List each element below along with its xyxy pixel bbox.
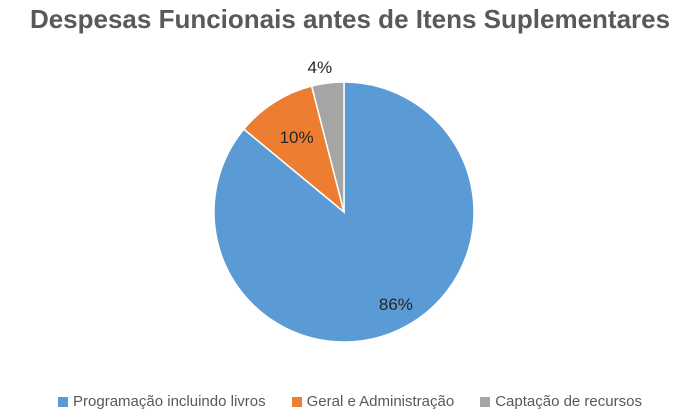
legend-item-programacao: Programação incluindo livros xyxy=(58,393,266,410)
pie-slice-geral xyxy=(242,85,346,215)
legend-item-captacao: Captação de recursos xyxy=(480,393,642,410)
legend-label-geral: Geral e Administração xyxy=(306,393,455,410)
pie-slice-captacao xyxy=(310,81,345,213)
chart-title: Despesas Funcionais antes de Itens Suple… xyxy=(29,4,671,34)
data-label-geral: 10% xyxy=(280,128,314,147)
data-label-programacao: 86% xyxy=(379,295,413,314)
legend-swatch-programacao xyxy=(58,396,69,407)
data-label-captacao: 4% xyxy=(308,58,333,77)
legend: Programação incluindo livros Geral e Adm… xyxy=(0,393,700,410)
legend-label-programacao: Programação incluindo livros xyxy=(73,393,266,410)
legend-swatch-captacao xyxy=(480,396,491,407)
legend-item-geral: Geral e Administração xyxy=(291,393,455,410)
legend-label-captacao: Captação de recursos xyxy=(495,393,642,410)
legend-swatch-geral xyxy=(291,396,302,407)
